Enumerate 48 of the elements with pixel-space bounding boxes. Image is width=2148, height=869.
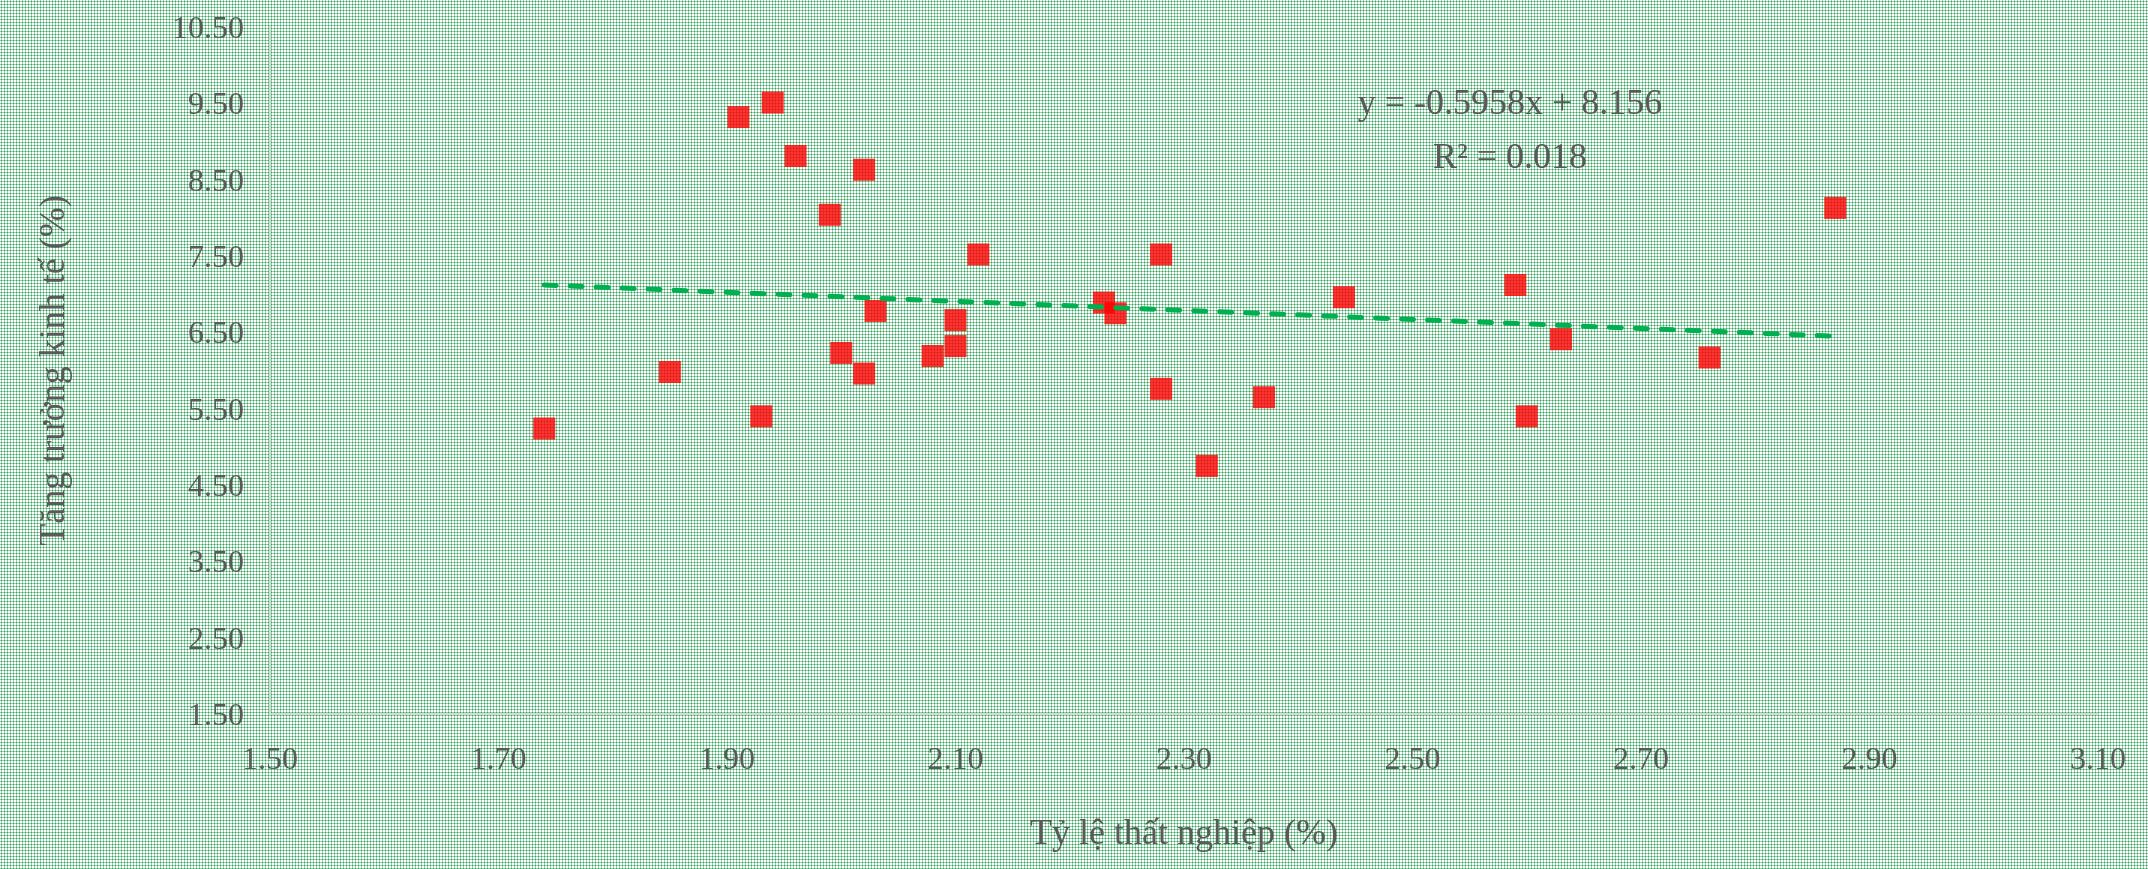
point [1698, 346, 1721, 369]
point [750, 405, 773, 428]
point [1824, 196, 1847, 219]
point [1332, 286, 1355, 309]
x-tick-label: 3.10 [2070, 740, 2126, 776]
point [784, 145, 807, 167]
x-tick-label: 2.30 [1156, 740, 1212, 776]
point [853, 362, 876, 385]
point [1550, 328, 1573, 351]
x-tick-label: 2.90 [1841, 740, 1898, 776]
point [1515, 405, 1538, 428]
point [1195, 454, 1218, 477]
point [921, 345, 944, 367]
point [1150, 377, 1173, 400]
x-tick-label: 2.50 [1384, 740, 1441, 776]
x-tick-label: 2.10 [927, 740, 984, 776]
y-tick-label: 5.50 [188, 390, 244, 427]
point [967, 243, 990, 266]
point [1252, 386, 1275, 409]
y-tick-label: 2.50 [188, 619, 244, 656]
point [761, 91, 784, 114]
y-tick-label: 10.50 [172, 9, 244, 45]
x-tick-label: 1.70 [470, 740, 527, 776]
point [830, 341, 853, 364]
point [818, 203, 841, 226]
y-tick-label: 1.50 [188, 696, 244, 732]
x-axis-title: Tỷ lệ thất nghiệp (%) [1030, 812, 1338, 852]
point [533, 417, 556, 440]
x-tick-label: 1.90 [699, 740, 755, 776]
annotation: y = -0.5958x + 8.156 [1356, 81, 1664, 124]
x-tick-label: 1.50 [242, 740, 298, 776]
y-tick-label: 9.50 [188, 85, 244, 122]
point [944, 335, 967, 358]
y-axis-title: Tăng trưởng kinh tế (%) [32, 195, 72, 546]
point [727, 106, 750, 129]
point [864, 299, 887, 322]
y-tick-label: 3.50 [188, 543, 244, 580]
x-tick-label: 2.70 [1613, 740, 1669, 776]
point [944, 309, 967, 332]
point [853, 158, 876, 181]
y-tick-label: 6.50 [188, 314, 244, 351]
y-tick-label: 4.50 [188, 467, 244, 503]
point [1504, 274, 1527, 297]
annotation: R² = 0.018 [1431, 135, 1589, 178]
point [658, 361, 681, 384]
y-tick-label: 7.50 [188, 238, 244, 274]
y-tick-label: 8.50 [188, 161, 244, 198]
point [1150, 243, 1173, 266]
